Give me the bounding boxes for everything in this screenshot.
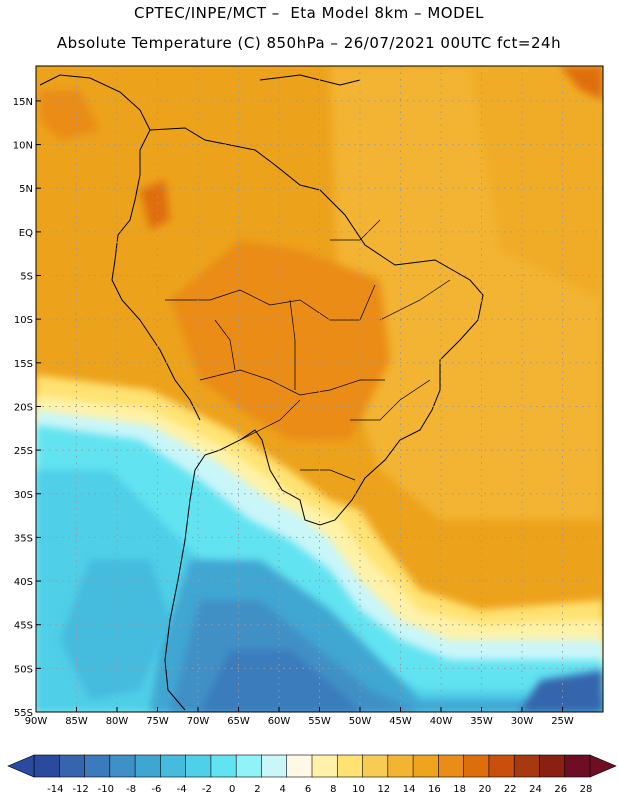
colorbar-high-arrow — [589, 754, 617, 778]
colorbar-tick-label: -2 — [202, 784, 212, 795]
colorbar-tick-label: 22 — [504, 784, 517, 795]
colorbar-tick-label: 4 — [280, 784, 286, 795]
lon-label: 80W — [106, 716, 129, 727]
colorbar-low-arrow — [7, 754, 35, 778]
lat-label: 55S — [14, 708, 33, 719]
lat-label: 15N — [13, 97, 33, 108]
colorbar-tick-label: 24 — [529, 784, 542, 795]
lat-label: 5N — [19, 184, 33, 195]
lat-label: 15S — [14, 359, 33, 370]
colorbar-tick-label: -14 — [47, 784, 63, 795]
map-title-line-2: Absolute Temperature (C) 850hPa – 26/07/… — [56, 34, 562, 52]
lon-label: 85W — [65, 716, 88, 727]
colorbar-segment — [513, 754, 541, 778]
colorbar-tick-label: 18 — [453, 784, 466, 795]
colorbar-tick-label: 26 — [554, 784, 567, 795]
colorbar-segment — [336, 754, 364, 778]
colorbar-segment — [488, 754, 515, 778]
lat-label: 10S — [14, 315, 33, 326]
temperature-field — [36, 66, 603, 712]
colorbar-segment — [564, 754, 591, 778]
lon-label: 70W — [187, 716, 210, 727]
lon-label: 45W — [389, 716, 412, 727]
colorbar-segment — [362, 754, 389, 778]
colorbar-tick-label: 16 — [428, 784, 441, 795]
colorbar-segment — [261, 754, 288, 778]
colorbar-segment — [311, 754, 338, 778]
colorbar-tick-label: 8 — [330, 784, 336, 795]
colorbar-segment — [185, 754, 212, 778]
colorbar-tick-label: 6 — [305, 784, 311, 795]
map-title-line-1: CPTEC/INPE/MCT – Eta Model 8km – MODEL — [134, 4, 484, 22]
colorbar-segment — [235, 754, 263, 778]
colorbar-tick-label: 2 — [254, 784, 260, 795]
lat-label: 10N — [13, 141, 33, 152]
lon-label: 25W — [551, 716, 574, 727]
colorbar-segment — [438, 754, 465, 778]
lat-label: 20S — [14, 402, 33, 413]
colorbar-segment — [33, 754, 60, 778]
lon-label: 90W — [25, 716, 48, 727]
colorbar-segment — [109, 754, 136, 778]
colorbar — [7, 754, 617, 778]
colorbar-segment — [539, 754, 566, 778]
lat-label: 40S — [14, 577, 33, 588]
lon-label: 35W — [470, 716, 493, 727]
lon-label: 55W — [308, 716, 331, 727]
lat-label: 50S — [14, 664, 33, 675]
colorbar-tick-label: 10 — [352, 784, 365, 795]
colorbar-segment — [412, 754, 439, 778]
colorbar-segment — [286, 754, 313, 778]
colorbar-tick-label: 0 — [229, 784, 235, 795]
lat-label: 45S — [14, 621, 33, 632]
colorbar-tick-label: -4 — [177, 784, 187, 795]
colorbar-segment — [210, 754, 237, 778]
colorbar-segment — [387, 754, 414, 778]
colorbar-tick-label: 20 — [479, 784, 492, 795]
colorbar-segment — [58, 754, 86, 778]
colorbar-tick-label: -6 — [151, 784, 161, 795]
colorbar-segment — [463, 754, 490, 778]
lon-label: 40W — [430, 716, 453, 727]
colorbar-tick-label: 14 — [403, 784, 416, 795]
colorbar-tick-labels: -14 -12 -10 -8 -6 -4 -2 0 2 4 6 8 10 12 14 16 18 20 22 24 26… — [47, 784, 592, 795]
lat-label: 5S — [20, 272, 33, 283]
lat-label: 25S — [14, 446, 33, 457]
lat-label: 35S — [14, 533, 33, 544]
lon-label: 60W — [268, 716, 291, 727]
lat-label: 30S — [14, 490, 33, 501]
colorbar-segment — [160, 754, 187, 778]
colorbar-segment — [134, 754, 161, 778]
lat-label: EQ — [19, 228, 33, 239]
lon-label: 50W — [349, 716, 372, 727]
colorbar-tick-label: 12 — [377, 784, 390, 795]
lon-label: 75W — [146, 716, 169, 727]
latitude-labels: 15N 10N 5N EQ 5S 10S 15S 20S 25S 30S 35S 40S 45S 50S 5… — [13, 97, 41, 719]
colorbar-tick-label: -10 — [98, 784, 114, 795]
colorbar-tick-label: -12 — [72, 784, 88, 795]
colorbar-tick-label: 28 — [580, 784, 593, 795]
lon-label: 65W — [227, 716, 250, 727]
colorbar-tick-label: -8 — [126, 784, 136, 795]
longitude-labels: 90W 85W 80W 75W 70W 65W 60W 55W 50W 45W 40W 35W 30W 2… — [25, 707, 574, 727]
lon-label: 30W — [511, 716, 534, 727]
colorbar-segment — [84, 754, 111, 778]
country-borders — [165, 219, 451, 481]
